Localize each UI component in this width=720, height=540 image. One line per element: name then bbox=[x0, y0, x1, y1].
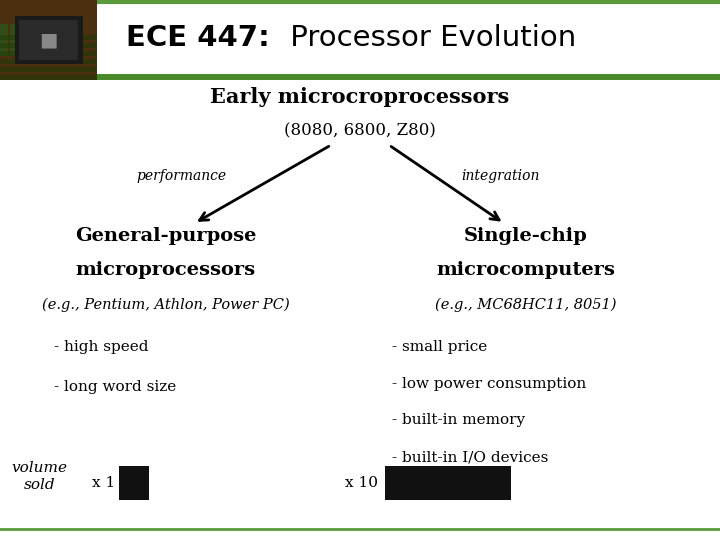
Bar bbox=[385, 466, 511, 501]
Text: Early microcroprocessors: Early microcroprocessors bbox=[210, 86, 510, 106]
Text: Processor Evolution: Processor Evolution bbox=[281, 24, 576, 52]
Bar bbox=[0, 67, 97, 72]
Bar bbox=[0, 24, 8, 56]
Bar bbox=[0, 59, 97, 64]
Text: microcomputers: microcomputers bbox=[436, 261, 615, 279]
Bar bbox=[119, 466, 149, 501]
Bar bbox=[0, 51, 97, 56]
Text: - built-in memory: - built-in memory bbox=[392, 414, 526, 427]
Text: (e.g., Pentium, Athlon, Power PC): (e.g., Pentium, Athlon, Power PC) bbox=[42, 298, 289, 312]
Bar bbox=[10, 24, 17, 56]
Bar bbox=[39, 24, 47, 56]
Text: (e.g., MC68HC11, 8051): (e.g., MC68HC11, 8051) bbox=[435, 298, 616, 312]
Text: (8080, 6800, Z80): (8080, 6800, Z80) bbox=[284, 123, 436, 139]
Text: x 1: x 1 bbox=[92, 476, 115, 490]
Text: ■: ■ bbox=[40, 30, 58, 50]
Text: x 10: x 10 bbox=[345, 476, 378, 490]
Text: - high speed: - high speed bbox=[54, 340, 148, 354]
Bar bbox=[0, 43, 97, 48]
Bar bbox=[49, 24, 56, 56]
Bar bbox=[0, 75, 97, 80]
Text: microprocessors: microprocessors bbox=[76, 261, 256, 279]
Bar bbox=[14, 16, 83, 64]
Bar bbox=[0, 35, 97, 40]
Bar bbox=[19, 20, 78, 60]
Text: ECE 447:: ECE 447: bbox=[126, 24, 270, 52]
Text: - small price: - small price bbox=[392, 340, 487, 354]
Text: - low power consumption: - low power consumption bbox=[392, 376, 587, 390]
Text: - long word size: - long word size bbox=[54, 380, 176, 394]
Text: - built-in I/O devices: - built-in I/O devices bbox=[392, 450, 549, 464]
Text: General-purpose: General-purpose bbox=[75, 227, 256, 245]
Text: Single-chip: Single-chip bbox=[464, 227, 588, 245]
Text: volume
sold: volume sold bbox=[12, 462, 68, 492]
Bar bbox=[30, 24, 37, 56]
Text: performance: performance bbox=[137, 169, 227, 183]
Bar bbox=[19, 24, 27, 56]
Text: integration: integration bbox=[462, 169, 540, 183]
